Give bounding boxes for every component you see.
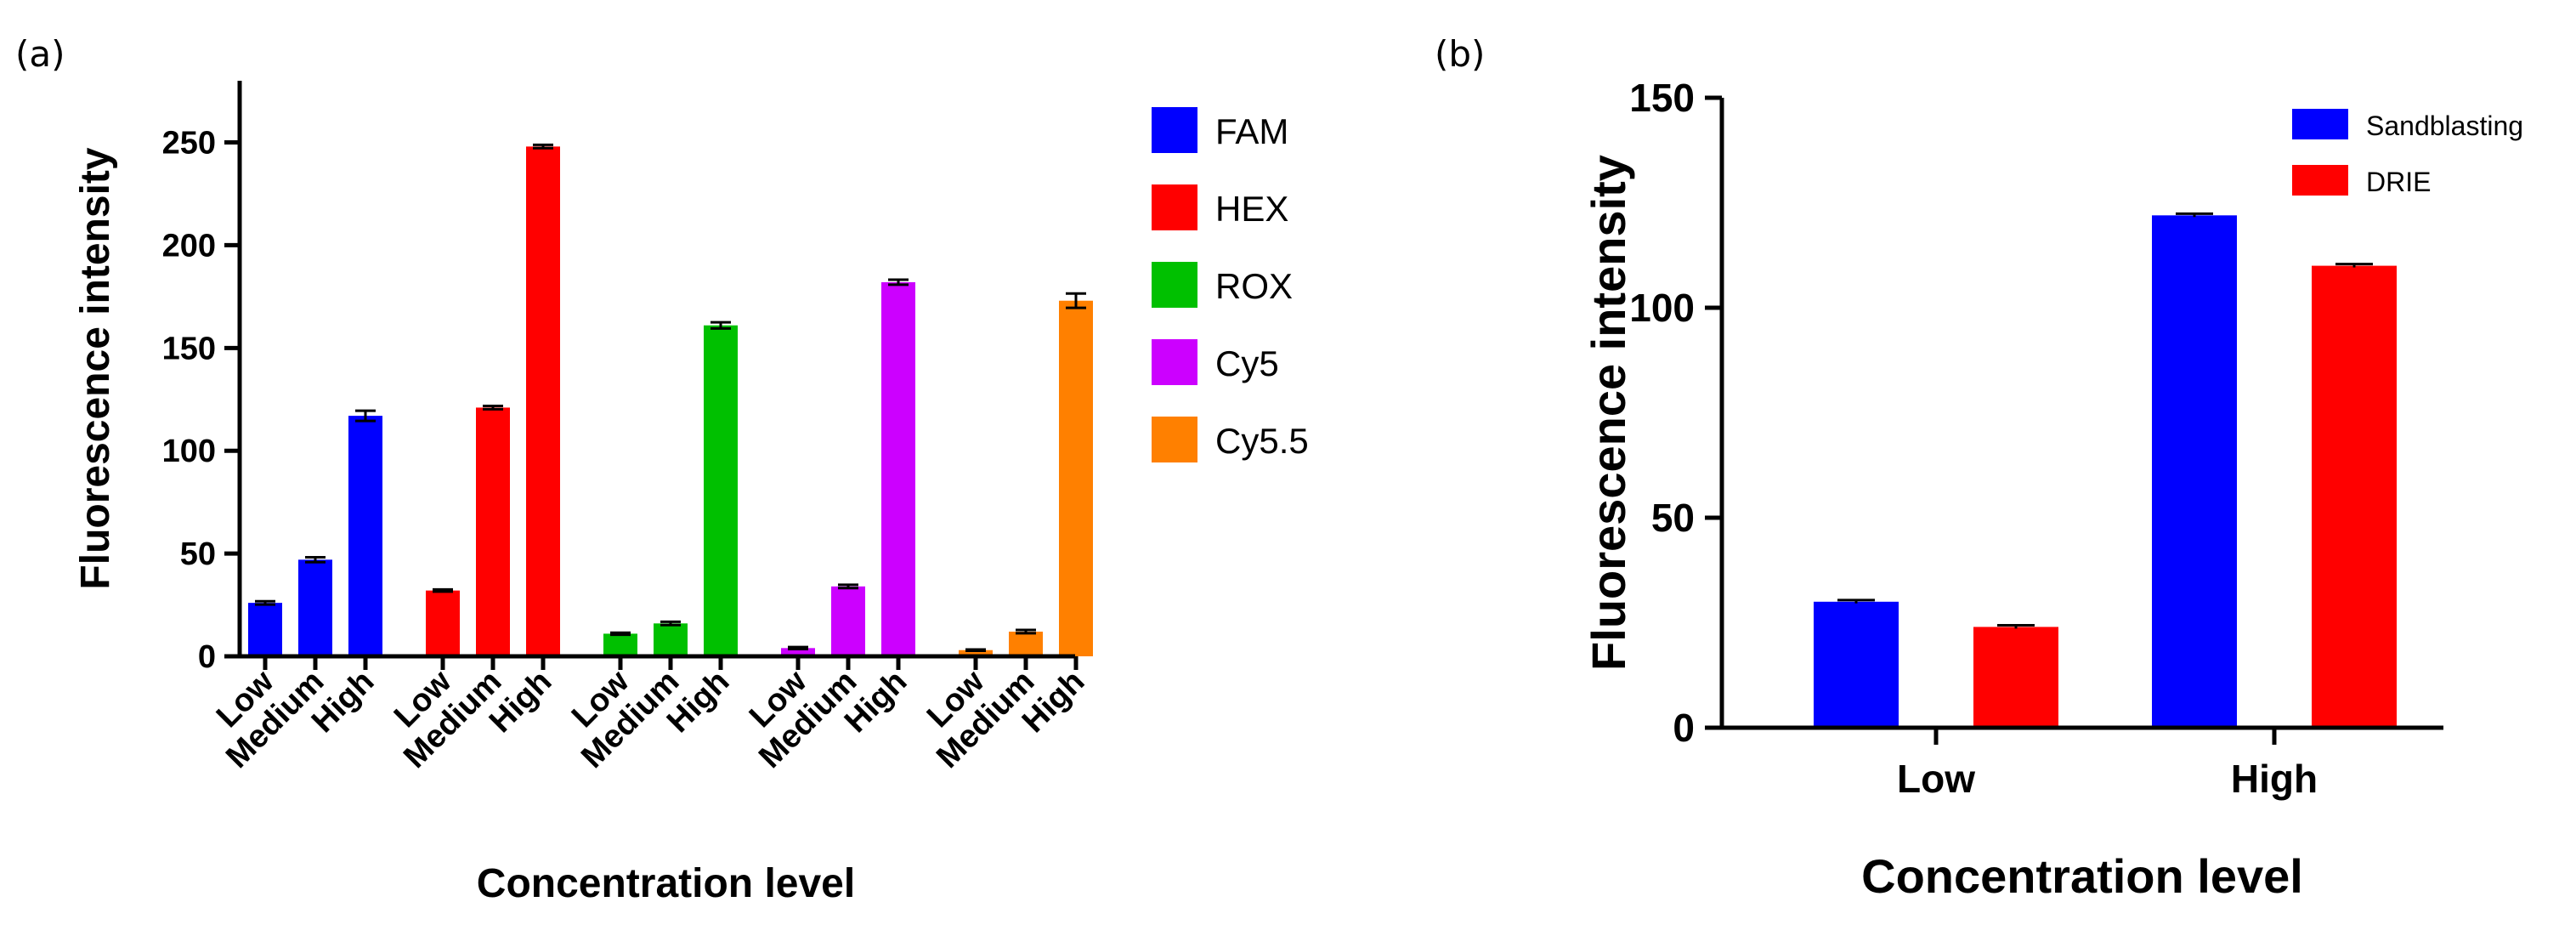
bar-hex-low bbox=[426, 590, 460, 656]
bar-cy5-5-high bbox=[1059, 300, 1093, 656]
y-tick-label: 250 bbox=[162, 126, 216, 162]
y-tick-label: 100 bbox=[1629, 286, 1695, 330]
bar-sandblasting-low bbox=[1814, 601, 1899, 728]
bar-rox-high bbox=[704, 325, 738, 656]
chart-a-y-axis-title: Fluorescence intensity bbox=[73, 147, 118, 589]
y-tick-label: 50 bbox=[1651, 496, 1695, 540]
bar-cy5-low bbox=[781, 648, 815, 656]
bar-fam-high bbox=[348, 416, 382, 656]
panel-a-label: (a) bbox=[15, 33, 65, 75]
legend-label-cy5-5: Cy5.5 bbox=[1215, 421, 1309, 461]
legend-label-hex: HEX bbox=[1215, 189, 1288, 229]
y-tick-label: 100 bbox=[162, 434, 216, 469]
bar-cy5-high bbox=[881, 281, 915, 656]
chart-a-legend: FAM HEX ROX Cy5 Cy5.5 bbox=[1152, 107, 1309, 462]
y-tick-label: 150 bbox=[1629, 76, 1695, 120]
legend-swatch-sandblasting bbox=[2292, 109, 2348, 139]
x-tick-label: Low bbox=[1897, 757, 1975, 801]
legend-label-sandblasting: Sandblasting bbox=[2366, 111, 2523, 141]
legend-swatch-cy5-5 bbox=[1152, 417, 1197, 462]
panel-b-label: (b) bbox=[1435, 33, 1485, 75]
bar-fam-low bbox=[248, 603, 282, 656]
bar-fam-medium bbox=[298, 559, 332, 656]
legend-label-drie: DRIE bbox=[2366, 167, 2431, 197]
legend-swatch-hex bbox=[1152, 184, 1197, 230]
bar-cy5-5-medium bbox=[1009, 631, 1043, 656]
bar-sandblasting-high bbox=[2152, 215, 2237, 728]
legend-swatch-rox bbox=[1152, 262, 1197, 308]
y-tick-label: 150 bbox=[162, 331, 216, 366]
bar-rox-low bbox=[603, 633, 637, 656]
chart-a-x-axis-title: Concentration level bbox=[477, 861, 855, 906]
x-tick-label: High bbox=[2231, 757, 2318, 801]
bar-drie-high bbox=[2312, 265, 2397, 729]
bar-hex-high bbox=[526, 146, 560, 656]
y-tick-label: 50 bbox=[180, 536, 216, 572]
chart-b-x-axis-title: Concentration level bbox=[1861, 849, 2303, 903]
legend-label-fam: FAM bbox=[1215, 111, 1288, 151]
y-tick-label: 0 bbox=[198, 639, 216, 675]
chart-b-y-axis-title: Fluorescence intensity bbox=[1582, 155, 1635, 671]
bar-rox-medium bbox=[654, 623, 688, 656]
legend-swatch-fam bbox=[1152, 107, 1197, 153]
y-tick-label: 200 bbox=[162, 228, 216, 264]
legend-label-rox: ROX bbox=[1215, 266, 1293, 306]
legend-swatch-drie bbox=[2292, 165, 2348, 196]
bar-cy5-medium bbox=[831, 586, 865, 656]
bar-drie-low bbox=[1973, 627, 2058, 728]
chart-b: 0 50 100 150 Low High Fluorescence intensity… bbox=[1582, 76, 2523, 903]
chart-b-legend: Sandblasting DRIE bbox=[2292, 109, 2523, 197]
y-tick-label: 0 bbox=[1673, 706, 1695, 750]
legend-label-cy5: Cy5 bbox=[1215, 343, 1279, 383]
legend-swatch-cy5 bbox=[1152, 339, 1197, 385]
bar-cy5-5-low bbox=[959, 650, 993, 656]
bar-hex-medium bbox=[476, 407, 510, 656]
